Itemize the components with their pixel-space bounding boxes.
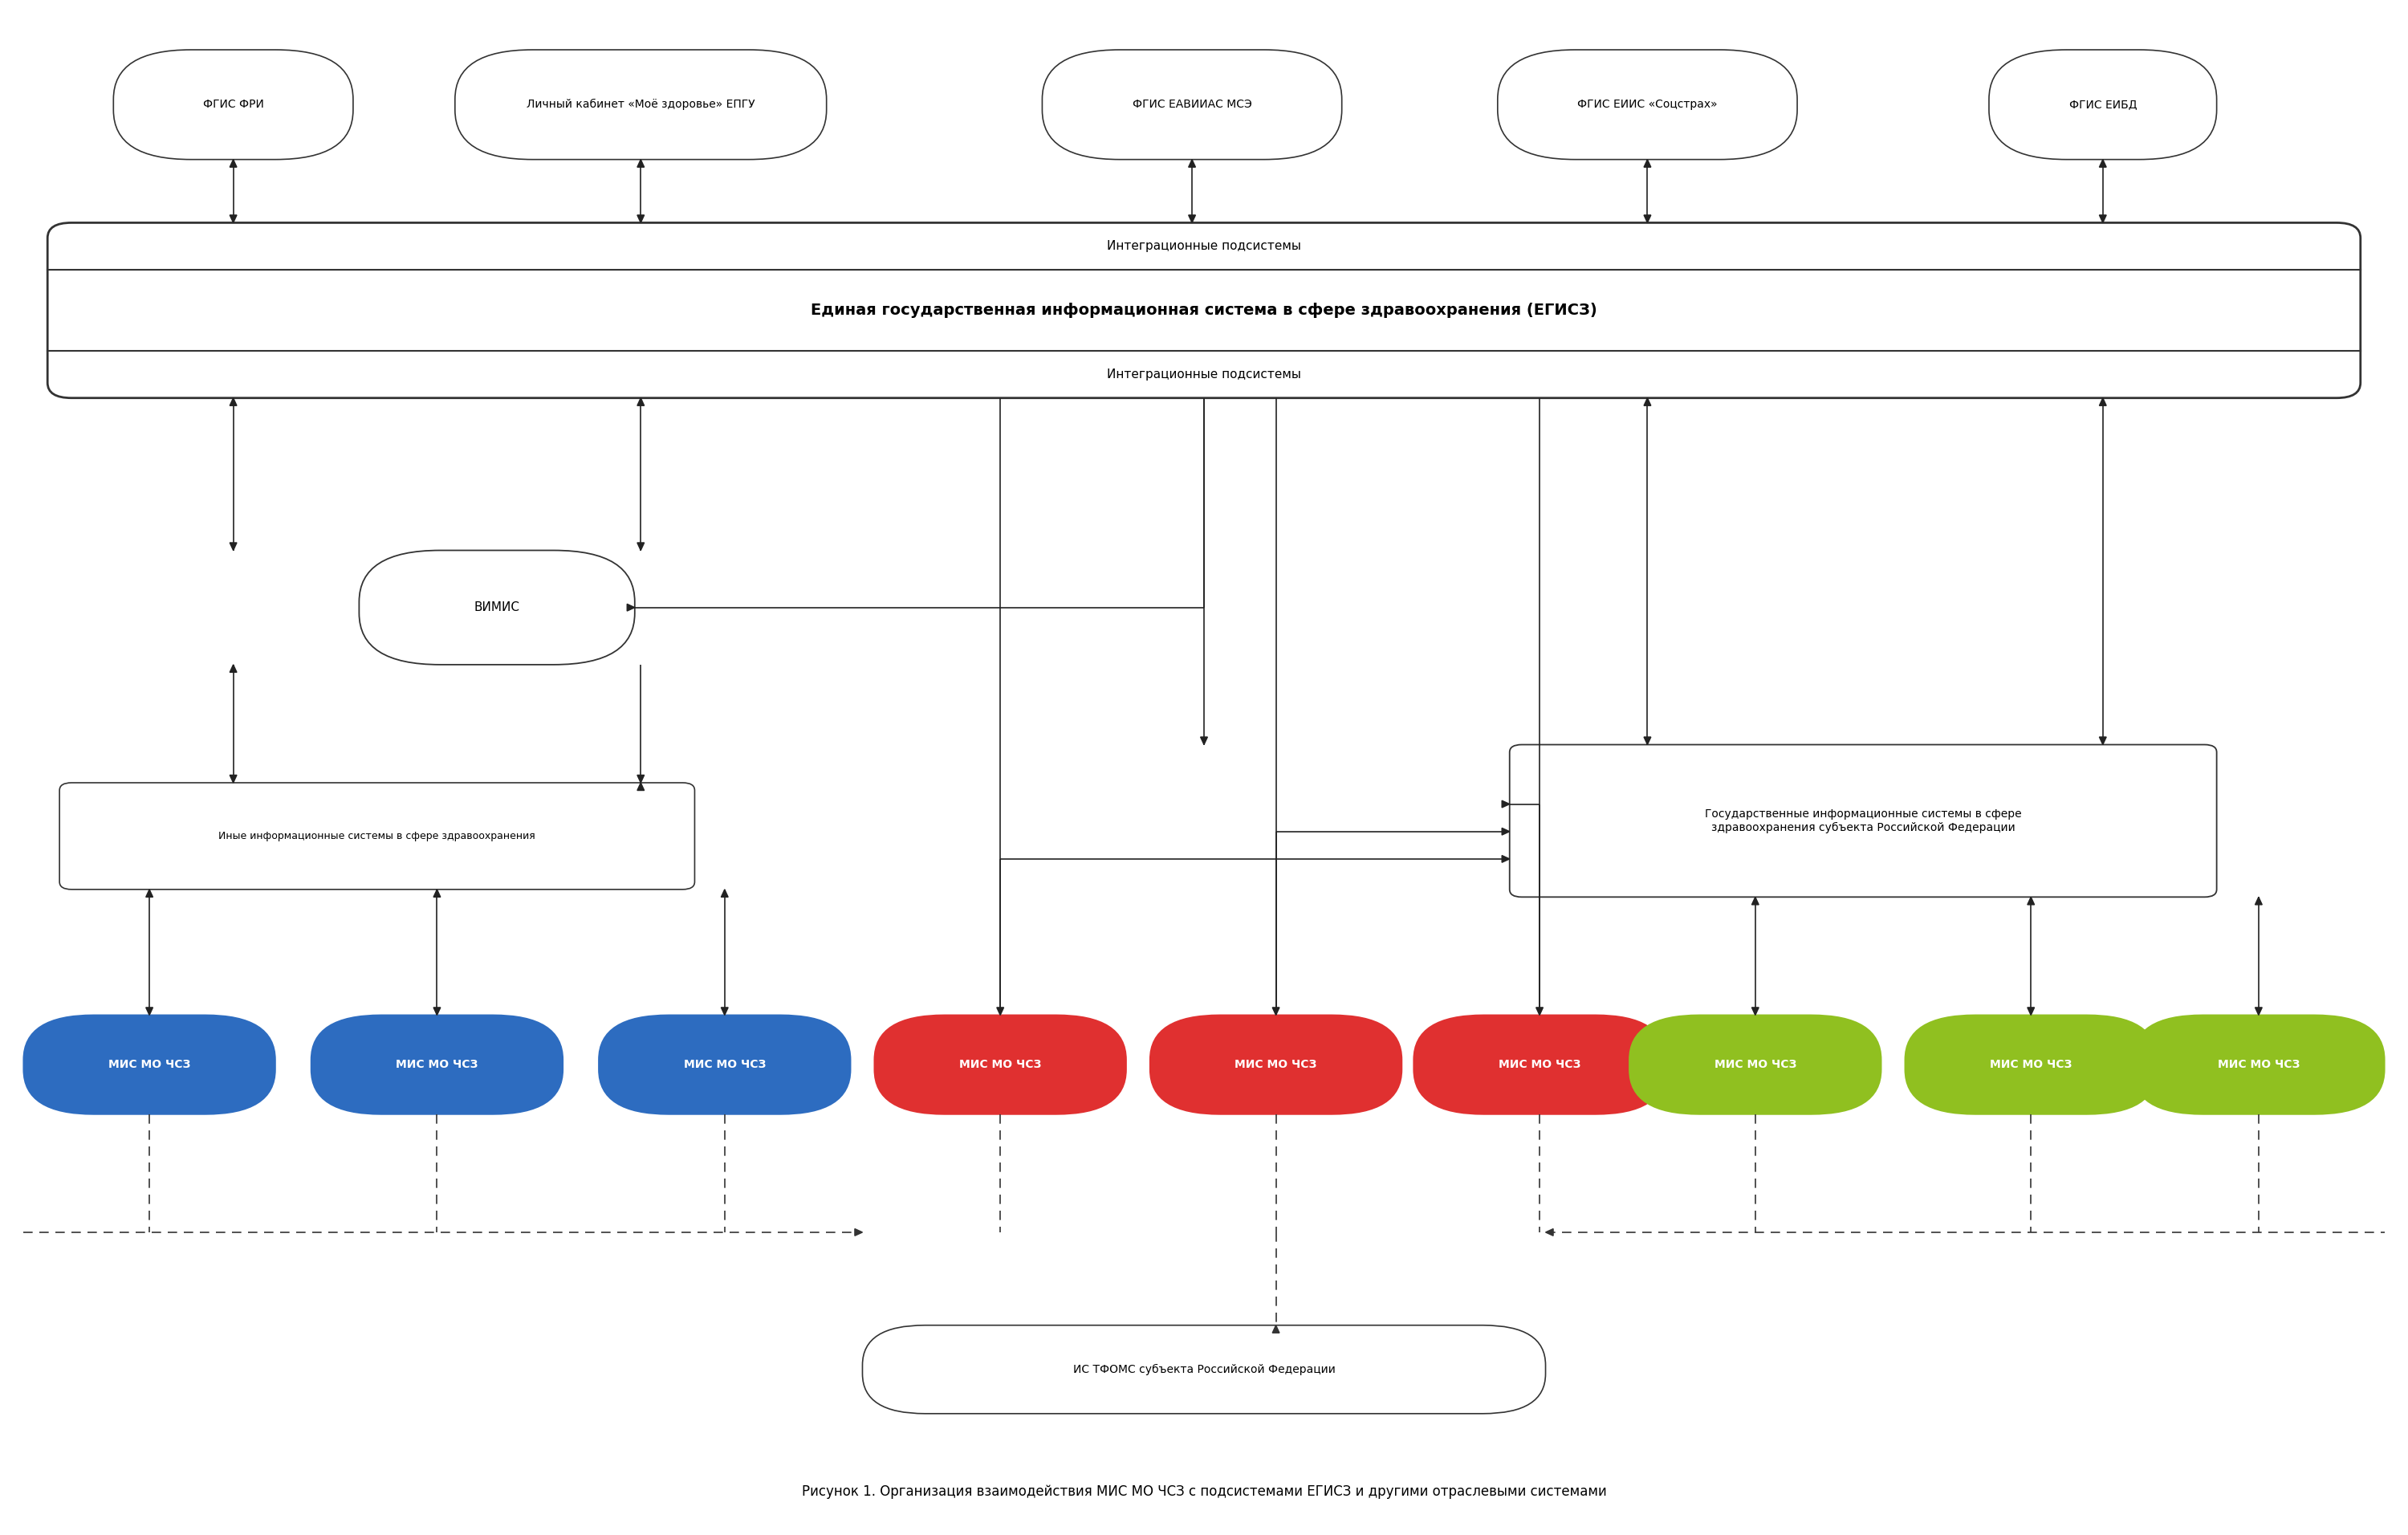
Text: Личный кабинет «Моё здоровье» ЕПГУ: Личный кабинет «Моё здоровье» ЕПГУ [527,98,756,111]
FancyBboxPatch shape [1905,1015,2158,1114]
FancyBboxPatch shape [1413,1015,1666,1114]
Polygon shape [626,603,636,611]
Text: МИС МО ЧСЗ: МИС МО ЧСЗ [684,1059,766,1070]
FancyBboxPatch shape [1510,744,2218,896]
Polygon shape [1190,160,1194,167]
Polygon shape [1645,160,1652,167]
Polygon shape [2028,896,2035,904]
Polygon shape [1645,737,1652,744]
Polygon shape [433,1007,441,1015]
Text: ВИМИС: ВИМИС [474,602,520,614]
FancyBboxPatch shape [113,49,354,160]
Polygon shape [2100,398,2107,405]
Polygon shape [1271,1007,1279,1015]
FancyBboxPatch shape [24,1015,275,1114]
Polygon shape [638,398,645,405]
FancyBboxPatch shape [1043,49,1341,160]
Text: ФГИС ЕАВИИАС МСЭ: ФГИС ЕАВИИАС МСЭ [1132,98,1252,111]
Polygon shape [855,1228,862,1236]
Polygon shape [2100,160,2107,167]
Text: ФГИС ЕИБД: ФГИС ЕИБД [2068,98,2136,111]
Polygon shape [1503,855,1510,863]
Text: Единая государственная информационная система в сфере здравоохранения (ЕГИСЗ): Единая государственная информационная си… [811,302,1597,318]
Polygon shape [2256,1007,2261,1015]
Polygon shape [2256,896,2261,904]
Polygon shape [229,398,236,405]
Polygon shape [638,215,645,223]
Polygon shape [229,543,236,551]
Text: ИС ТФОМС субъекта Российской Федерации: ИС ТФОМС субъекта Российской Федерации [1074,1363,1334,1375]
FancyBboxPatch shape [60,783,694,889]
FancyBboxPatch shape [874,1015,1127,1114]
Polygon shape [720,889,727,896]
FancyBboxPatch shape [1151,1015,1401,1114]
Polygon shape [638,783,645,791]
FancyBboxPatch shape [600,1015,850,1114]
Polygon shape [1751,896,1758,904]
Polygon shape [1503,801,1510,807]
Text: Рисунок 1. Организация взаимодействия МИС МО ЧСЗ с подсистемами ЕГИСЗ и другими : Рисунок 1. Организация взаимодействия МИ… [802,1484,1606,1498]
Polygon shape [229,775,236,783]
FancyBboxPatch shape [311,1015,563,1114]
Polygon shape [2100,215,2107,223]
Text: Государственные информационные системы в сфере
здравоохранения субъекта Российск: Государственные информационные системы в… [1705,809,2020,834]
FancyBboxPatch shape [48,223,2360,398]
Polygon shape [147,1007,152,1015]
Polygon shape [1503,827,1510,835]
FancyBboxPatch shape [1498,49,1796,160]
Text: Интеграционные подсистемы: Интеграционные подсистемы [1108,368,1300,381]
Text: МИС МО ЧСЗ: МИС МО ЧСЗ [1989,1059,2071,1070]
Text: МИС МО ЧСЗ: МИС МО ЧСЗ [1235,1059,1317,1070]
Polygon shape [1202,737,1206,744]
Polygon shape [147,889,152,896]
Polygon shape [1751,1007,1758,1015]
Polygon shape [638,543,645,551]
Text: МИС МО ЧСЗ: МИС МО ЧСЗ [1714,1059,1796,1070]
Polygon shape [638,160,645,167]
FancyBboxPatch shape [2133,1015,2384,1114]
Polygon shape [229,160,236,167]
Text: Иные информационные системы в сфере здравоохранения: Иные информационные системы в сфере здра… [219,830,535,841]
Polygon shape [229,215,236,223]
Polygon shape [2028,1007,2035,1015]
Polygon shape [1645,215,1652,223]
FancyBboxPatch shape [1630,1015,1881,1114]
Polygon shape [229,665,236,672]
FancyBboxPatch shape [1989,49,2218,160]
Text: МИС МО ЧСЗ: МИС МО ЧСЗ [108,1059,190,1070]
Polygon shape [1536,1007,1544,1015]
Polygon shape [2100,737,2107,744]
Text: МИС МО ЧСЗ: МИС МО ЧСЗ [2218,1059,2300,1070]
Polygon shape [1645,398,1652,405]
FancyBboxPatch shape [455,49,826,160]
Polygon shape [997,1007,1004,1015]
Polygon shape [433,889,441,896]
Polygon shape [1271,1325,1279,1332]
FancyBboxPatch shape [359,551,636,665]
Polygon shape [638,775,645,783]
Polygon shape [1190,215,1194,223]
Polygon shape [1546,1228,1553,1236]
Text: Интеграционные подсистемы: Интеграционные подсистемы [1108,241,1300,252]
Text: МИС МО ЧСЗ: МИС МО ЧСЗ [958,1059,1040,1070]
Text: ФГИС ФРИ: ФГИС ФРИ [202,98,265,111]
Text: МИС МО ЧСЗ: МИС МО ЧСЗ [395,1059,479,1070]
FancyBboxPatch shape [862,1325,1546,1414]
Text: МИС МО ЧСЗ: МИС МО ЧСЗ [1498,1059,1580,1070]
Text: ФГИС ЕИИС «Соцстрах»: ФГИС ЕИИС «Соцстрах» [1577,98,1717,111]
Polygon shape [720,1007,727,1015]
